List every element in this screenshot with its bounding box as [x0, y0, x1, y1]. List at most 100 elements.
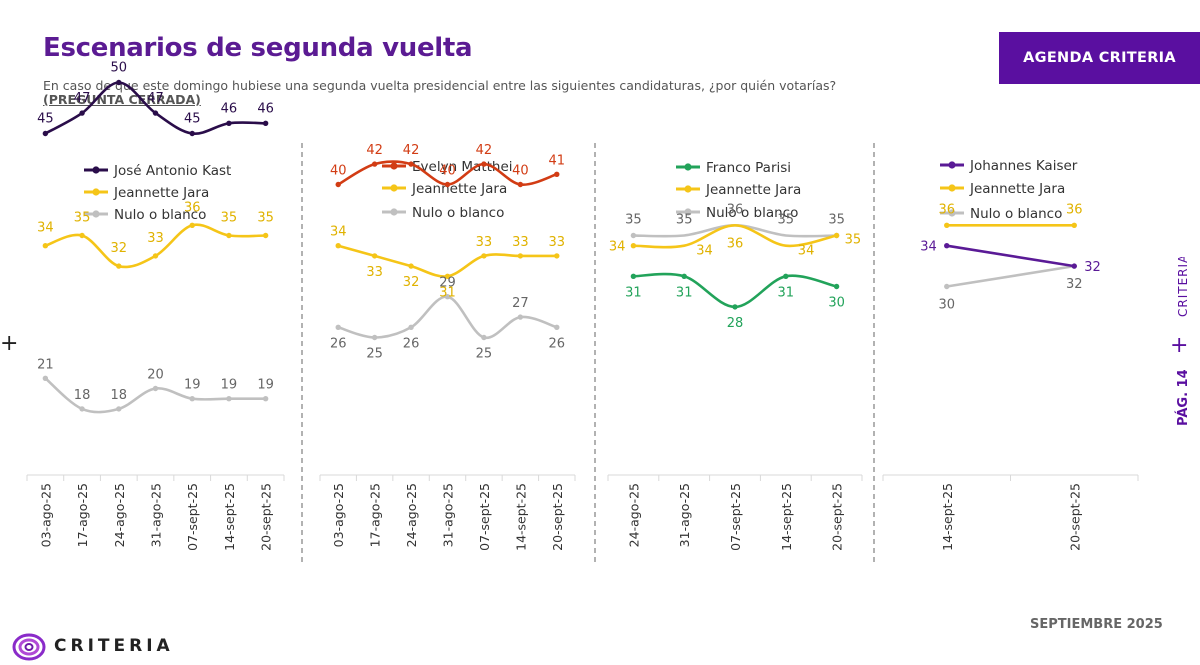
x-tick-label: 07-sept-25	[477, 483, 492, 551]
legend-label-jeannette-jara: Jeannette Jara	[705, 182, 801, 198]
data-label-nulo-o-blanco: 21	[37, 357, 54, 372]
series-line-franco-parisi	[633, 272, 837, 309]
data-point-jeannette-jara	[481, 253, 487, 259]
data-point-jeannette-jara	[189, 222, 195, 228]
x-tick-label: 20-sept-25	[259, 483, 274, 551]
data-point-franco-parisi	[833, 283, 840, 290]
side-brand-text: CRITERIA	[1176, 257, 1190, 317]
legend-marker-franco-parisi	[684, 163, 692, 171]
data-label-nulo-o-blanco: 35	[625, 213, 642, 228]
data-label-evelyn-matthei: 41	[549, 153, 566, 168]
data-label-evelyn-matthei: 40	[330, 164, 347, 179]
data-point-evelyn-matthei	[371, 161, 378, 167]
data-point-jeannette-jara	[517, 253, 524, 259]
data-label-jose-antonio-kast: 47	[147, 91, 164, 106]
legend-label-nulo-o-blanco: Nulo o blanco	[970, 206, 1062, 222]
data-point-nulo-o-blanco	[630, 232, 637, 239]
criteria-logo-icon	[12, 633, 46, 661]
data-label-nulo-o-blanco: 25	[476, 347, 493, 362]
x-tick-label: 07-sept-25	[728, 483, 743, 551]
legend-marker-nulo-o-blanco	[684, 208, 692, 216]
data-label-jeannette-jara: 35	[221, 211, 238, 226]
data-point-nulo-o-blanco	[554, 324, 560, 330]
page-number-label: PÁG. 14	[1175, 370, 1191, 426]
data-point-jose-antonio-kast	[42, 130, 49, 137]
x-tick-label: 24-ago-25	[626, 483, 641, 547]
data-label-evelyn-matthei: 42	[476, 143, 493, 158]
data-point-evelyn-matthei	[554, 171, 560, 177]
data-point-jeannette-jara	[1071, 222, 1077, 228]
x-tick-label: 14-sept-25	[222, 483, 237, 551]
data-point-franco-parisi	[630, 273, 637, 279]
data-label-nulo-o-blanco: 19	[184, 378, 201, 393]
x-tick-label: 14-sept-25	[513, 483, 528, 551]
x-tick-label: 31-ago-25	[441, 483, 456, 547]
x-tick-label: 20-sept-25	[550, 483, 565, 551]
question-text: En caso de que este domingo hubiese una …	[43, 79, 836, 107]
legend-marker-nulo-o-blanco	[390, 208, 398, 216]
data-point-jose-antonio-kast	[152, 110, 159, 116]
question-subtitle: En caso de que este domingo hubiese una …	[43, 78, 837, 93]
legend-label-nulo-o-blanco: Nulo o blanco	[412, 205, 504, 221]
data-label-jeannette-jara: 34	[696, 244, 713, 259]
data-point-nulo-o-blanco	[481, 334, 487, 341]
x-tick-label: 24-ago-25	[112, 483, 127, 547]
data-point-nulo-o-blanco	[152, 385, 159, 392]
data-point-nulo-o-blanco	[42, 375, 49, 381]
data-label-nulo-o-blanco: 30	[938, 298, 955, 313]
data-point-jeannette-jara	[371, 253, 378, 259]
data-label-evelyn-matthei: 40	[512, 164, 529, 179]
data-label-jeannette-jara: 36	[184, 200, 201, 215]
legend-label-evelyn-matthei: Evelyn Matthei	[412, 159, 513, 175]
data-label-johannes-kaiser: 34	[920, 240, 937, 255]
x-tick-label: 20-sept-25	[830, 483, 845, 551]
data-label-jeannette-jara: 34	[330, 225, 347, 240]
data-point-evelyn-matthei	[444, 181, 451, 188]
plus-icon: +	[0, 331, 19, 356]
data-label-jose-antonio-kast: 46	[257, 101, 274, 116]
data-point-evelyn-matthei	[517, 181, 524, 188]
data-point-jeannette-jara	[554, 253, 560, 259]
page-number-text: PÁG. 14	[1175, 370, 1191, 426]
data-point-nulo-o-blanco	[116, 406, 122, 412]
data-label-nulo-o-blanco: 20	[147, 368, 164, 383]
x-tick-label: 20-sept-25	[1067, 483, 1082, 551]
data-label-jeannette-jara: 33	[366, 265, 383, 280]
data-label-jeannette-jara: 34	[609, 240, 626, 255]
side-brand-label: CRITERIA	[1176, 257, 1190, 317]
data-label-nulo-o-blanco: 18	[74, 388, 91, 403]
data-point-nulo-o-blanco	[371, 334, 378, 341]
data-label-jose-antonio-kast: 45	[184, 112, 201, 127]
legend-label-jeannette-jara: Jeannette Jara	[411, 181, 507, 197]
x-tick-label: 14-sept-25	[940, 483, 955, 551]
x-tick-label: 17-ago-25	[75, 483, 90, 547]
data-label-johannes-kaiser: 32	[1084, 260, 1101, 275]
legend-label-jeannette-jara: Jeannette Jara	[113, 185, 209, 201]
data-label-jeannette-jara: 33	[476, 235, 493, 250]
data-point-jose-antonio-kast	[226, 120, 232, 127]
criteria-logo-text: CRITERIA	[54, 636, 174, 656]
data-point-jeannette-jara	[226, 232, 232, 239]
x-tick-label: 07-sept-25	[185, 483, 200, 551]
data-point-jeannette-jara	[408, 263, 414, 269]
data-label-nulo-o-blanco: 18	[111, 388, 128, 403]
x-tick-label: 03-ago-25	[38, 483, 53, 547]
legend-marker-jeannette-jara	[948, 184, 956, 192]
data-label-nulo-o-blanco: 35	[778, 213, 795, 228]
data-label-jeannette-jara: 33	[147, 231, 164, 246]
data-label-jeannette-jara: 34	[798, 244, 815, 259]
data-label-evelyn-matthei: 42	[366, 143, 383, 158]
data-point-nulo-o-blanco	[226, 396, 232, 402]
data-label-nulo-o-blanco: 27	[512, 296, 529, 311]
data-label-jeannette-jara: 32	[111, 241, 128, 256]
legend-marker-johannes-kaiser	[948, 161, 956, 169]
data-point-nulo-o-blanco	[408, 324, 414, 330]
data-point-evelyn-matthei	[408, 161, 414, 167]
data-label-nulo-o-blanco: 19	[221, 378, 238, 393]
x-tick-label: 24-ago-25	[404, 483, 419, 547]
question-type-note: (PREGUNTA CERRADA)	[43, 92, 201, 107]
data-point-jeannette-jara	[335, 243, 341, 249]
legend-label-nulo-o-blanco: Nulo o blanco	[114, 207, 206, 223]
data-label-jose-antonio-kast: 45	[37, 112, 54, 127]
data-label-jeannette-jara: 32	[403, 275, 420, 290]
